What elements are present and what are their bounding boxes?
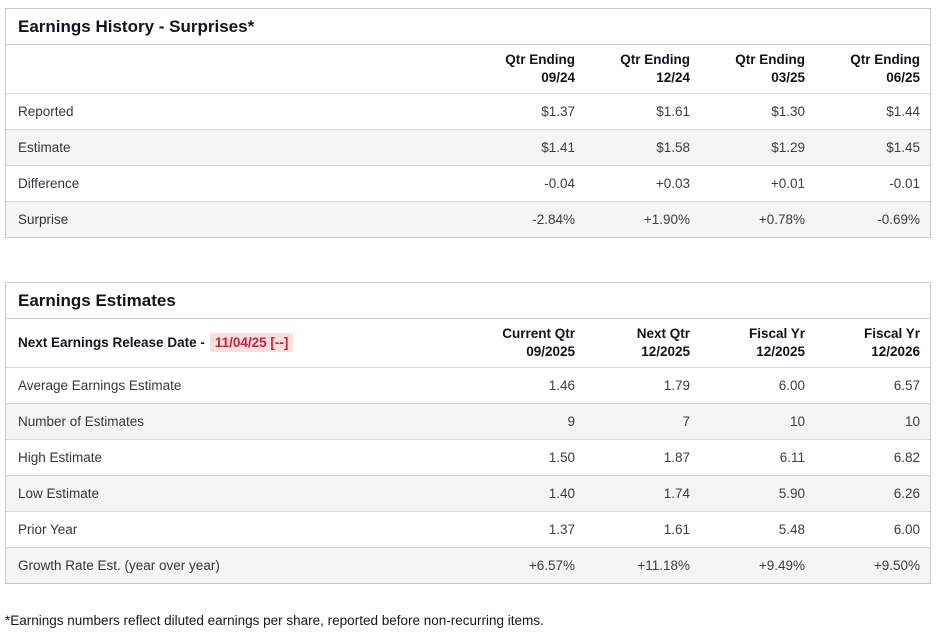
- row-label: Number of Estimates: [18, 414, 145, 430]
- cell-value: 1.87: [663, 450, 690, 466]
- cell-value: 9: [567, 414, 575, 430]
- cell-value: $1.44: [886, 104, 920, 120]
- column-header-fiscal-yr-2026: Fiscal Yr 12/2026: [815, 319, 930, 368]
- cell-value: $1.45: [886, 140, 920, 156]
- cell-value: +9.50%: [873, 558, 920, 574]
- earnings-estimates-panel: Earnings Estimates Next Earnings Release…: [5, 282, 931, 585]
- cell-value: $1.30: [771, 104, 805, 120]
- column-header-line: 12/2025: [756, 343, 805, 359]
- cell-value: +9.49%: [758, 558, 805, 574]
- cell-value: 10: [789, 414, 805, 430]
- cell-value: +0.78%: [758, 212, 805, 228]
- column-header-qtr-0625: Qtr Ending 06/25: [815, 45, 930, 94]
- column-header-line: Current Qtr: [502, 326, 575, 342]
- table-row-average-earnings-estimate: Average Earnings Estimate 1.46 1.79 6.00…: [6, 367, 930, 404]
- column-header-line: 06/25: [886, 69, 920, 85]
- column-header-current-qtr: Current Qtr 09/2025: [470, 319, 585, 368]
- cell-value: 1.40: [548, 486, 575, 502]
- column-header-line: Qtr Ending: [505, 52, 575, 67]
- cell-value: 1.46: [548, 378, 575, 394]
- row-label: Reported: [18, 104, 74, 120]
- row-label: High Estimate: [18, 450, 103, 466]
- panel-title-earnings-history: Earnings History - Surprises*: [6, 9, 930, 45]
- cell-value: 6.26: [893, 486, 920, 502]
- cell-value: 7: [682, 414, 690, 430]
- cell-value: +6.57%: [528, 558, 575, 574]
- cell-value: $1.37: [541, 104, 575, 120]
- column-header-line: 12/2025: [641, 343, 690, 359]
- cell-value: 5.48: [778, 522, 805, 538]
- row-label: Growth Rate Est. (year over year): [18, 558, 220, 574]
- row-label: Low Estimate: [18, 486, 100, 502]
- cell-value: -2.84%: [532, 212, 575, 228]
- cell-value: $1.29: [771, 140, 805, 156]
- table-row-estimate: Estimate $1.41 $1.58 $1.29 $1.45: [6, 129, 930, 166]
- cell-value: -0.01: [889, 176, 920, 192]
- column-header-qtr-1224: Qtr Ending 12/24: [585, 45, 700, 94]
- cell-value: 1.61: [663, 522, 690, 538]
- column-header-qtr-0924: Qtr Ending 09/24: [470, 45, 585, 94]
- table-row-high-estimate: High Estimate 1.50 1.87 6.11 6.82: [6, 439, 930, 476]
- table-row-number-of-estimates: Number of Estimates 9 7 10 10: [6, 403, 930, 440]
- cell-value: 1.79: [663, 378, 690, 394]
- next-earnings-release-date: 11/04/25 [--]: [209, 332, 294, 352]
- cell-value: 1.74: [663, 486, 690, 502]
- column-header-line: 12/2026: [871, 343, 920, 359]
- cell-value: -0.04: [544, 176, 575, 192]
- column-header-line: 03/25: [771, 69, 805, 85]
- cell-value: $1.61: [656, 104, 690, 120]
- cell-value: +0.01: [770, 176, 805, 192]
- row-label: Difference: [18, 176, 80, 192]
- column-header-line: Qtr Ending: [850, 52, 920, 67]
- table-row-surprise: Surprise -2.84% +1.90% +0.78% -0.69%: [6, 201, 930, 238]
- next-earnings-release-label: Next Earnings Release Date -: [18, 334, 205, 350]
- column-header-line: Fiscal Yr: [748, 326, 805, 342]
- column-header-line: Qtr Ending: [735, 52, 805, 67]
- next-earnings-release-cell: Next Earnings Release Date -11/04/25 [--…: [6, 319, 470, 368]
- table-row-low-estimate: Low Estimate 1.40 1.74 5.90 6.26: [6, 475, 930, 512]
- cell-value: +1.90%: [643, 212, 690, 228]
- panel-title-earnings-estimates: Earnings Estimates: [6, 283, 930, 320]
- column-header-next-qtr: Next Qtr 12/2025: [585, 319, 700, 368]
- cell-value: 6.57: [893, 378, 920, 394]
- cell-value: 1.37: [548, 522, 575, 538]
- column-header-line: Qtr Ending: [620, 52, 690, 67]
- cell-value: +0.03: [655, 176, 690, 192]
- table-header-row: Next Earnings Release Date -11/04/25 [--…: [6, 319, 930, 368]
- row-label: Average Earnings Estimate: [18, 378, 182, 394]
- earnings-history-panel: Earnings History - Surprises* Qtr Ending…: [5, 8, 931, 239]
- table-row-prior-year: Prior Year 1.37 1.61 5.48 6.00: [6, 511, 930, 548]
- cell-value: 5.90: [778, 486, 805, 502]
- cell-value: $1.58: [656, 140, 690, 156]
- cell-value: $1.41: [541, 140, 575, 156]
- cell-value: 6.82: [893, 450, 920, 466]
- cell-value: 6.00: [778, 378, 805, 394]
- column-header-line: 09/2025: [526, 343, 575, 359]
- column-header-line: 09/24: [541, 69, 575, 85]
- column-header-line: 12/24: [656, 69, 690, 85]
- row-label: Estimate: [18, 140, 71, 156]
- earnings-estimates-table: Next Earnings Release Date -11/04/25 [--…: [6, 319, 930, 584]
- cell-value: -0.69%: [877, 212, 920, 228]
- row-label: Prior Year: [18, 522, 78, 538]
- table-row-difference: Difference -0.04 +0.03 +0.01 -0.01: [6, 165, 930, 202]
- row-label: Surprise: [18, 212, 69, 228]
- table-header-row: Qtr Ending 09/24 Qtr Ending 12/24 Qtr En…: [6, 45, 930, 94]
- cell-value: 1.50: [548, 450, 575, 466]
- cell-value: 6.00: [893, 522, 920, 538]
- table-row-reported: Reported $1.37 $1.61 $1.30 $1.44: [6, 93, 930, 130]
- earnings-history-table: Qtr Ending 09/24 Qtr Ending 12/24 Qtr En…: [6, 45, 930, 238]
- cell-value: 6.11: [779, 450, 805, 466]
- header-empty-cell: [6, 45, 470, 94]
- cell-value: 10: [904, 414, 920, 430]
- table-row-growth-rate-est: Growth Rate Est. (year over year) +6.57%…: [6, 547, 930, 584]
- column-header-line: Next Qtr: [636, 326, 690, 342]
- cell-value: +11.18%: [637, 558, 690, 574]
- column-header-qtr-0325: Qtr Ending 03/25: [700, 45, 815, 94]
- column-header-line: Fiscal Yr: [863, 326, 920, 342]
- column-header-fiscal-yr-2025: Fiscal Yr 12/2025: [700, 319, 815, 368]
